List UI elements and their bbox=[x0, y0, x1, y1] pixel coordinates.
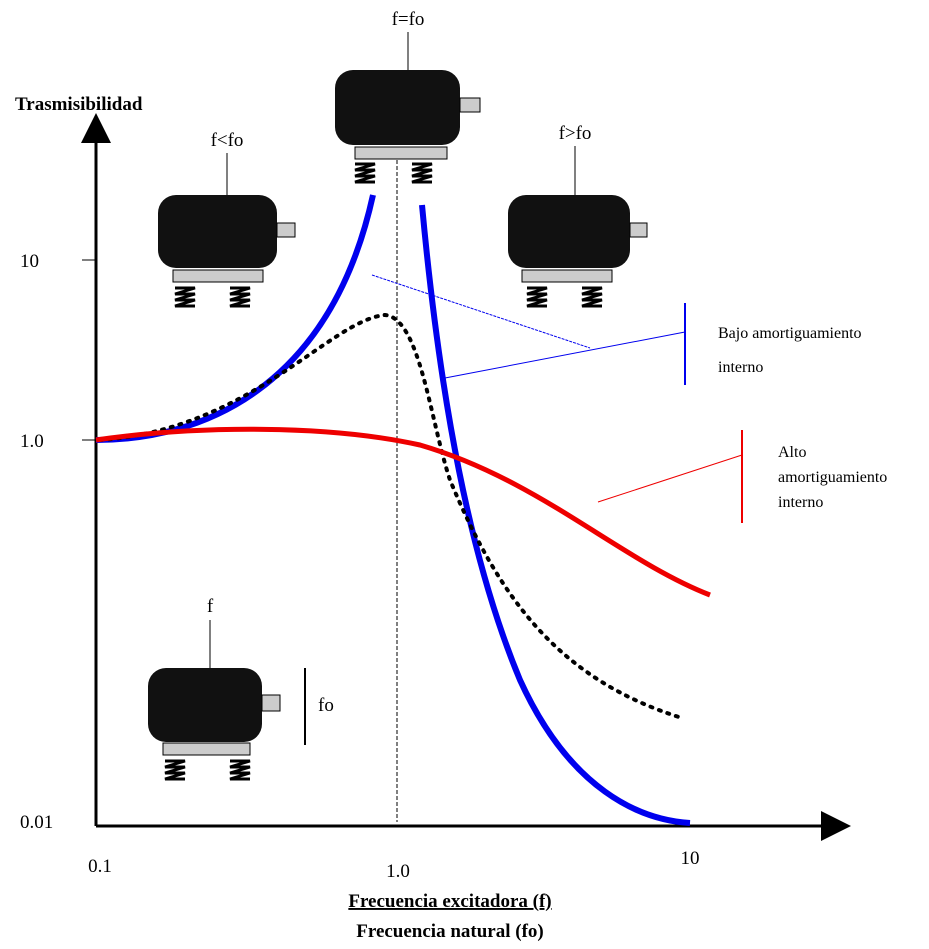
diagram: Trasmisibilidad 10 1.0 0.01 0.1 1.0 10 F… bbox=[0, 0, 929, 949]
y-tick-label: 0.01 bbox=[20, 812, 53, 833]
motor: f=fo bbox=[335, 9, 480, 182]
leader bbox=[372, 275, 590, 348]
motor-label: f<fo bbox=[211, 130, 244, 151]
x-tick-label: 1.0 bbox=[386, 861, 410, 882]
annotation: Alto bbox=[778, 444, 806, 461]
motor-label: f bbox=[207, 596, 214, 617]
leader bbox=[445, 332, 685, 378]
annotation: Bajo amortiguamiento bbox=[718, 325, 862, 342]
x-axis-title: Frecuencia natural (fo) bbox=[356, 921, 544, 942]
y-axis-title: Trasmisibilidad bbox=[15, 94, 143, 115]
motor-label: f=fo bbox=[392, 9, 425, 30]
low-damping-curve bbox=[422, 205, 690, 823]
annotation: amortiguamiento bbox=[778, 469, 887, 486]
annotation: interno bbox=[778, 494, 823, 511]
motor: f>fo bbox=[508, 123, 647, 306]
high-damping-curve bbox=[96, 429, 710, 595]
motor-label: f>fo bbox=[559, 123, 592, 144]
y-tick-label: 1.0 bbox=[20, 431, 44, 452]
y-tick-label: 10 bbox=[20, 251, 39, 272]
leader bbox=[598, 455, 742, 502]
medium-damping-curve bbox=[100, 315, 682, 718]
x-tick-label: 0.1 bbox=[88, 856, 112, 877]
motor-label: fo bbox=[318, 695, 334, 716]
x-axis-title: Frecuencia excitadora (f) bbox=[348, 891, 551, 912]
x-tick-label: 10 bbox=[681, 848, 700, 869]
motor: f<fo bbox=[158, 130, 295, 306]
motor: f fo bbox=[148, 596, 334, 779]
annotation: interno bbox=[718, 359, 763, 376]
